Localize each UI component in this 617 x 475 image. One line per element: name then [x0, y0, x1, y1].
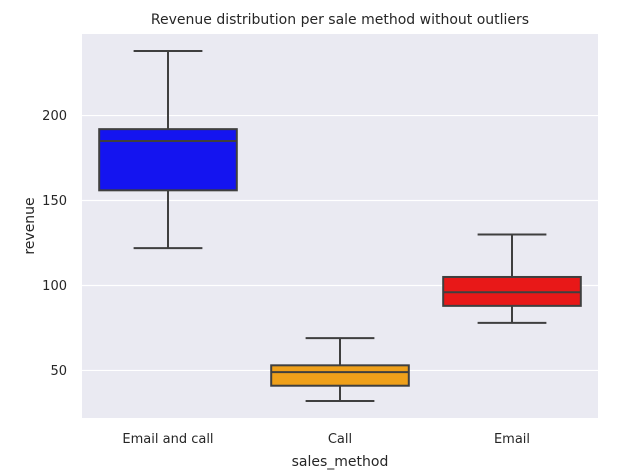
y-tick-label: 150 [42, 194, 67, 209]
chart-title: Revenue distribution per sale method wit… [151, 12, 529, 28]
box-iqr [98, 128, 238, 192]
x-tick-label: Email and call [122, 432, 213, 447]
y-tick-label: 100 [42, 279, 67, 294]
box-call [270, 337, 410, 403]
y-axis-label: revenue [22, 197, 38, 254]
x-tick-label: Email [494, 432, 530, 447]
y-tick-label: 50 [50, 364, 67, 379]
x-axis-ticks: Email and call Call Email [122, 432, 530, 447]
box-email-and-call [98, 49, 238, 250]
box-email [442, 233, 582, 324]
y-axis-ticks: 50 100 150 200 [42, 109, 67, 379]
x-axis-label: sales_method [292, 454, 389, 470]
box-iqr [270, 364, 410, 387]
x-tick-label: Call [328, 432, 352, 447]
y-tick-label: 200 [42, 109, 67, 124]
boxes [98, 49, 582, 403]
